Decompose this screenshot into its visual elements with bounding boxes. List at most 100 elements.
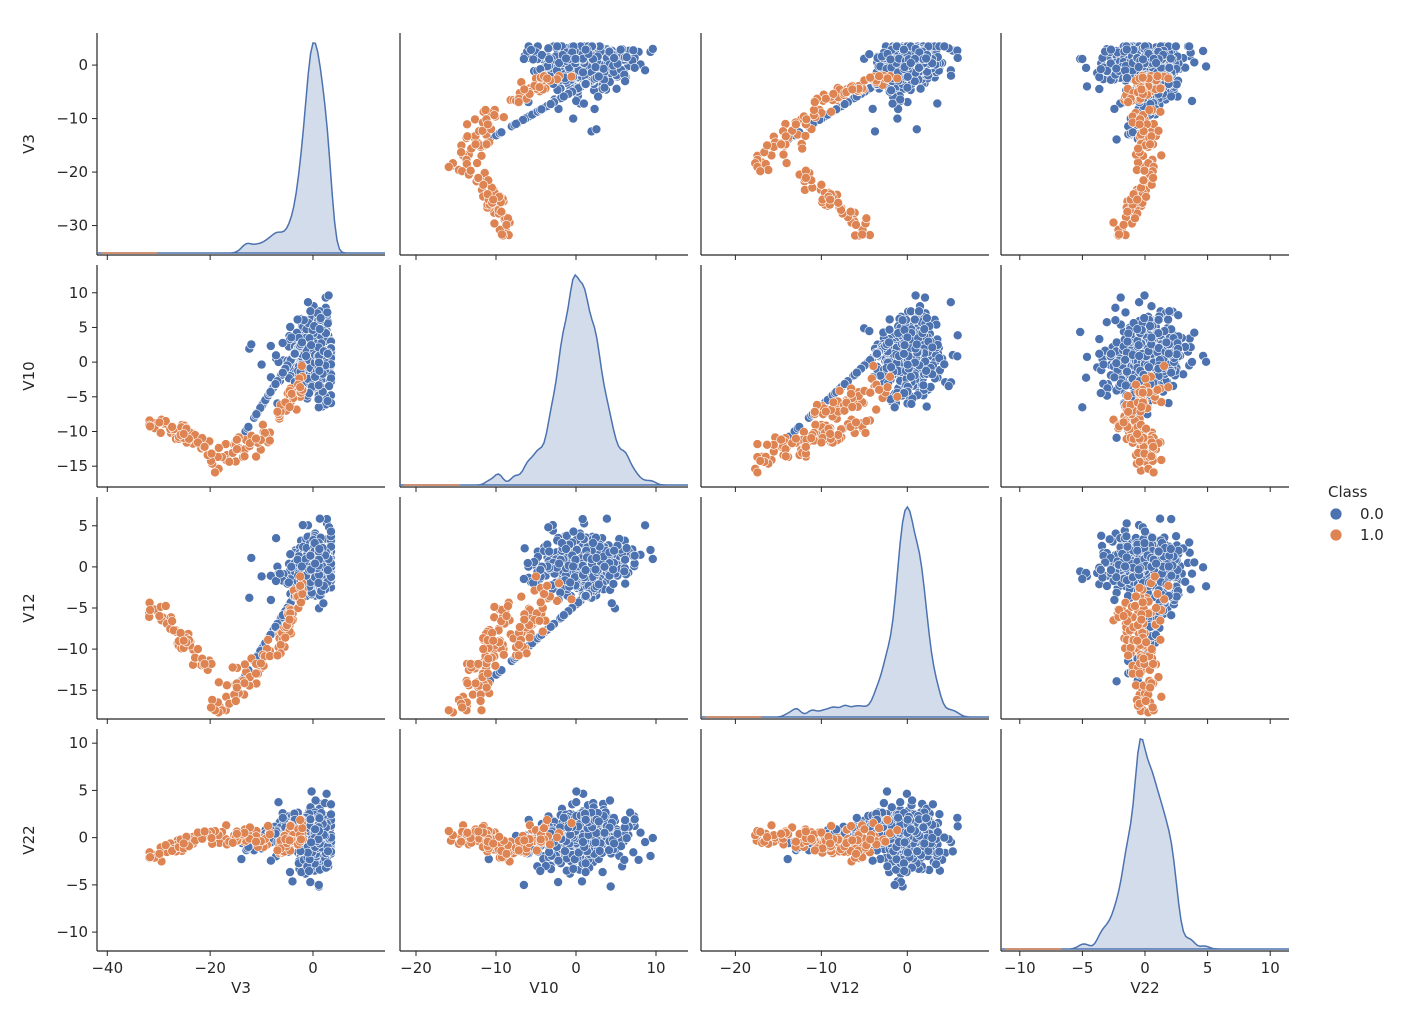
point-class-0: [314, 365, 325, 376]
point-class-1: [1123, 406, 1133, 417]
point-class-1: [239, 451, 250, 462]
panel-V10-vs-V10: [399, 265, 688, 492]
point-class-0: [914, 63, 924, 73]
point-class-0: [1151, 58, 1161, 68]
point-class-1: [882, 382, 893, 393]
point-class-0: [864, 49, 875, 60]
point-class-1: [462, 131, 473, 142]
point-class-0: [318, 598, 329, 609]
point-class-1: [178, 429, 189, 439]
point-class-0: [1120, 307, 1131, 318]
point-class-0: [1146, 301, 1157, 312]
point-class-0: [921, 53, 931, 64]
point-class-0: [952, 53, 963, 63]
point-class-0: [326, 526, 336, 537]
point-class-1: [820, 406, 831, 417]
point-class-0: [1163, 348, 1174, 359]
point-class-1: [286, 388, 297, 399]
point-class-0: [552, 41, 563, 52]
point-class-0: [902, 82, 913, 93]
point-class-0: [277, 367, 288, 378]
point-class-1: [874, 71, 884, 81]
point-class-0: [886, 85, 896, 96]
point-class-1: [1123, 391, 1133, 401]
point-class-0: [1171, 79, 1182, 90]
point-class-0: [313, 578, 324, 588]
scatter-points: [144, 513, 336, 718]
point-class-0: [313, 402, 324, 413]
point-class-0: [1163, 314, 1173, 325]
point-class-0: [909, 314, 920, 325]
point-class-0: [1173, 310, 1183, 321]
point-class-0: [889, 402, 900, 413]
point-class-0: [905, 58, 916, 68]
point-class-0: [537, 50, 547, 60]
point-class-0: [553, 104, 564, 114]
point-class-1: [778, 149, 789, 160]
point-class-1: [295, 382, 306, 393]
point-class-0: [322, 396, 333, 406]
point-class-0: [872, 348, 882, 359]
point-class-1: [473, 173, 484, 183]
scatter-points: [443, 41, 658, 241]
point-class-1: [1134, 119, 1145, 130]
point-class-0: [911, 124, 922, 135]
point-class-0: [897, 315, 908, 326]
point-class-0: [621, 52, 632, 63]
point-class-1: [1141, 423, 1151, 434]
point-class-1: [1152, 71, 1163, 81]
point-class-0: [306, 340, 316, 351]
point-class-1: [566, 71, 577, 82]
point-class-0: [1171, 349, 1182, 360]
point-class-1: [472, 158, 482, 168]
point-class-1: [1132, 429, 1142, 439]
point-class-1: [1136, 84, 1147, 95]
point-class-0: [270, 379, 281, 389]
panel-V10-vs-V12: [700, 265, 989, 492]
point-class-1: [1156, 455, 1167, 465]
point-class-1: [480, 105, 491, 115]
point-class-0: [640, 65, 650, 76]
point-class-0: [246, 339, 257, 350]
point-class-1: [809, 97, 820, 107]
panel-V10-vs-V3: [92, 265, 385, 492]
point-class-0: [1111, 134, 1122, 145]
point-class-0: [1081, 372, 1091, 383]
point-class-0: [1139, 290, 1150, 301]
point-class-0: [1122, 336, 1133, 347]
point-class-0: [1111, 432, 1122, 443]
point-class-1: [801, 441, 811, 452]
point-class-0: [1146, 332, 1157, 343]
point-class-0: [914, 306, 924, 317]
point-class-0: [1094, 72, 1105, 82]
point-class-1: [251, 433, 261, 444]
point-class-0: [895, 94, 906, 105]
point-class-1: [542, 73, 552, 84]
point-class-0: [526, 45, 536, 55]
point-class-0: [884, 324, 895, 335]
point-class-0: [911, 339, 922, 350]
point-class-1: [826, 107, 836, 117]
point-class-0: [244, 592, 255, 603]
point-class-0: [1109, 372, 1120, 383]
point-class-1: [1133, 143, 1143, 154]
point-class-0: [1110, 302, 1121, 313]
point-class-0: [544, 54, 555, 65]
point-class-0: [519, 54, 529, 64]
point-class-0: [1133, 340, 1144, 351]
point-class-0: [884, 337, 894, 348]
point-class-0: [1132, 324, 1143, 334]
point-class-1: [199, 441, 210, 452]
point-class-0: [545, 99, 556, 109]
point-class-1: [780, 451, 791, 462]
point-class-0: [1077, 402, 1088, 413]
point-class-0: [952, 330, 963, 341]
point-class-1: [801, 114, 812, 125]
point-class-1: [501, 220, 512, 230]
point-class-0: [892, 113, 903, 124]
point-class-0: [1189, 57, 1200, 68]
point-class-0: [921, 365, 931, 376]
point-class-0: [1164, 306, 1175, 317]
point-class-1: [1138, 175, 1149, 186]
point-class-1: [284, 402, 295, 412]
